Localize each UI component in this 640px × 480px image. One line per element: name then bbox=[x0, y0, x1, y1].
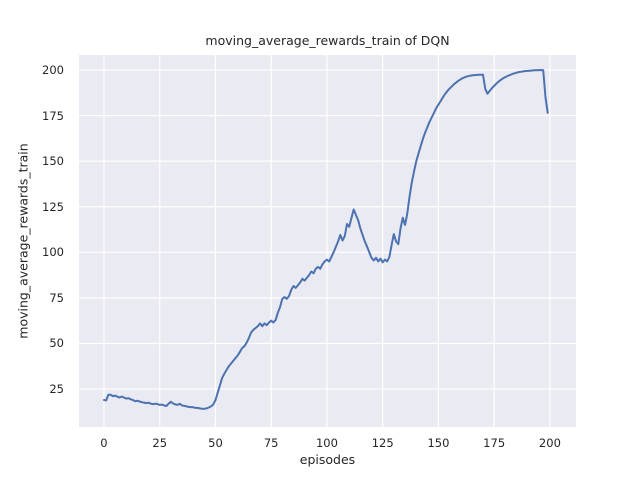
x-tick-label: 75 bbox=[263, 436, 279, 450]
y-tick-label: 50 bbox=[49, 336, 64, 351]
y-tick-label: 125 bbox=[42, 199, 64, 214]
x-tick-label: 150 bbox=[427, 436, 450, 450]
x-tick-label: 0 bbox=[100, 436, 108, 450]
y-axis-label: moving_average_rewards_train bbox=[15, 143, 31, 339]
y-tick-label: 175 bbox=[42, 108, 64, 123]
plot-area bbox=[79, 55, 576, 427]
x-tick-label: 125 bbox=[371, 436, 394, 450]
y-tick-label: 200 bbox=[42, 62, 64, 77]
y-tick-label: 150 bbox=[42, 154, 64, 169]
x-tick-label: 25 bbox=[152, 436, 168, 450]
x-tick-label: 200 bbox=[538, 436, 561, 450]
y-tick-label: 75 bbox=[49, 290, 64, 305]
x-tick-label: 100 bbox=[315, 436, 338, 450]
y-tick-label: 100 bbox=[42, 245, 64, 260]
line-chart-svg bbox=[79, 55, 576, 427]
reward-line bbox=[103, 69, 549, 410]
x-tick-label: 50 bbox=[208, 436, 223, 450]
y-tick-label: 25 bbox=[49, 382, 64, 397]
x-axis-label: episodes bbox=[299, 452, 356, 467]
chart-title: moving_average_rewards_train of DQN bbox=[205, 33, 450, 48]
x-tick-label: 175 bbox=[483, 436, 506, 450]
